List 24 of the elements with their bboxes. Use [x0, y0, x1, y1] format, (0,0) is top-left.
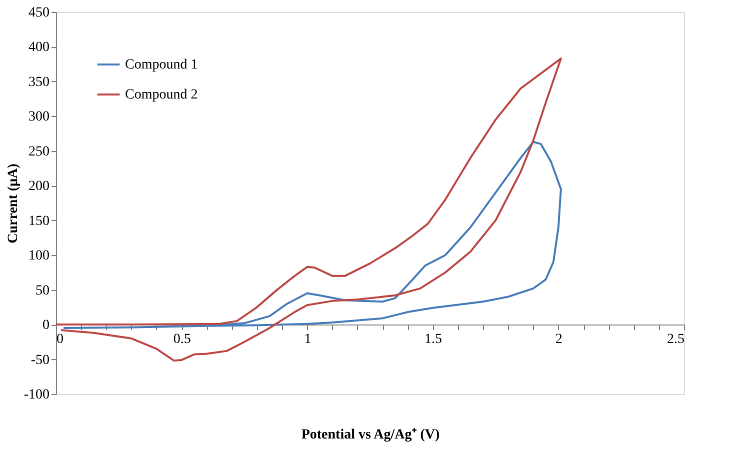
y-tick-label: -100 [24, 388, 50, 402]
y-tick-label: 100 [28, 248, 50, 264]
y-tick-label: 250 [28, 144, 50, 160]
y-tick-label: 450 [28, 6, 50, 20]
y-tick-label: 400 [28, 40, 50, 56]
y-axis-title: Current (µA) [6, 163, 21, 244]
x-tick-label: 2.5 [667, 332, 684, 348]
legend-label: Compound 2 [125, 88, 198, 102]
y-tick-label: 50 [36, 283, 50, 298]
y-tick-label: -50 [30, 352, 50, 368]
x-tick-label: 1 [304, 332, 312, 348]
y-tick-label: 300 [28, 110, 50, 125]
legend-label: Compound 1 [125, 58, 198, 72]
y-tick-label: 200 [28, 179, 50, 194]
y-tick-label: 350 [28, 74, 50, 90]
y-tick-label: 0 [42, 318, 50, 334]
line-series [55, 58, 562, 362]
x-tick-label: 0 [56, 332, 64, 348]
y-tick-label: 150 [28, 214, 50, 229]
line-series [62, 140, 562, 330]
x-tick-label: 0.5 [173, 332, 191, 348]
x-tick-label: 2 [555, 332, 562, 348]
x-tick-label: 1.5 [424, 332, 442, 348]
x-axis-title: Potential vs Ag/Ag⁺ (V) [301, 428, 440, 442]
